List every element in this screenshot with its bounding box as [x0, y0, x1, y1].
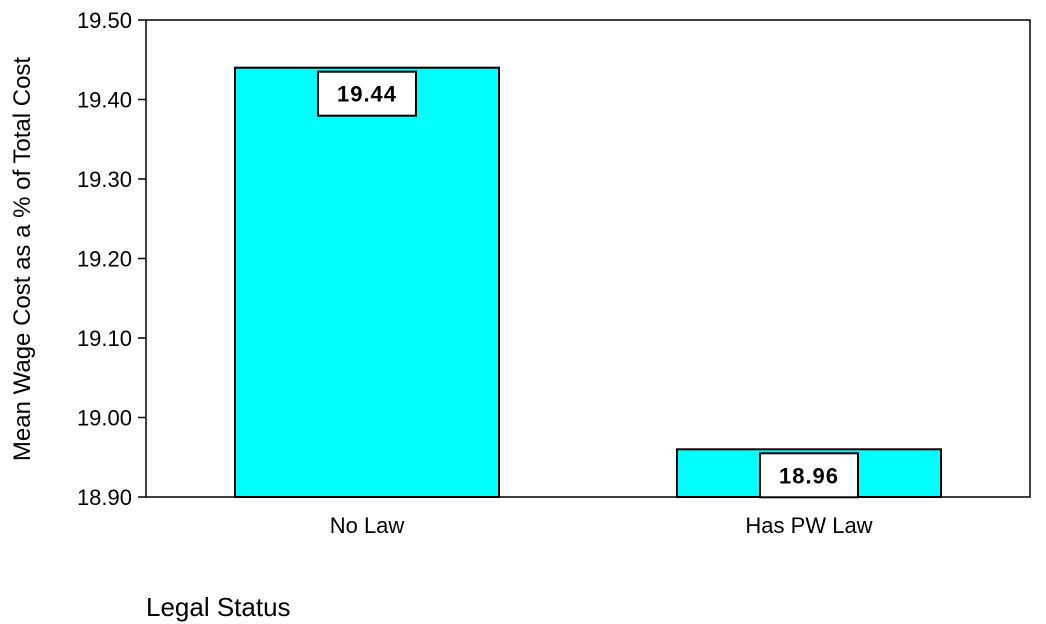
data-label-box: [317, 70, 417, 117]
y-tick-label: 19.30: [77, 167, 132, 192]
y-tick-label: 19.00: [77, 406, 132, 431]
y-tick-label: 19.40: [77, 88, 132, 113]
x-axis-title: Legal Status: [146, 592, 291, 622]
y-tick-label: 19.10: [77, 326, 132, 351]
y-tick-label: 19.50: [77, 8, 132, 33]
y-axis: 18.90 19.00 19.10 19.20 19.30 19.40 19.50: [77, 8, 146, 510]
bar: [234, 66, 500, 498]
x-tick-label: Has PW Law: [745, 513, 872, 538]
bars-group: 19.44 18.96: [234, 66, 942, 499]
data-label: 18.96: [779, 463, 839, 488]
y-tick-label: 18.90: [77, 485, 132, 510]
y-tick-label: 19.20: [77, 247, 132, 272]
data-label: 19.44: [337, 82, 397, 107]
data-label-box: [759, 452, 859, 499]
x-tick-label: No Law: [330, 513, 405, 538]
y-axis-title: Mean Wage Cost as a % of Total Cost: [9, 56, 36, 462]
x-axis: No Law Has PW Law: [330, 513, 873, 538]
